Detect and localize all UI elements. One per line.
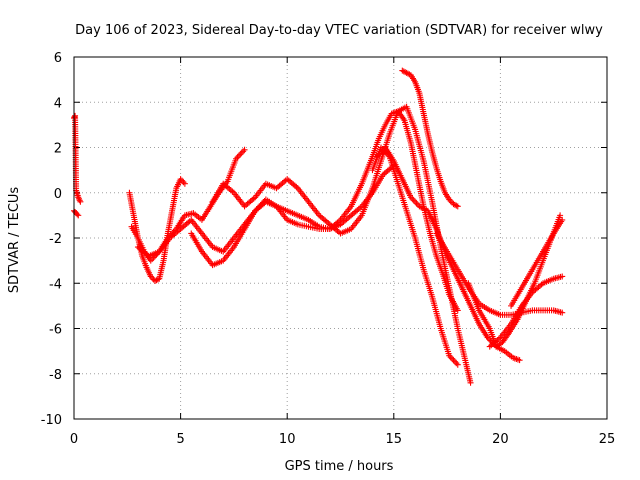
x-tick-labels: 0 5 10 15 20 25 bbox=[70, 432, 615, 447]
data-point bbox=[453, 202, 460, 209]
y-tick-label: -8 bbox=[49, 368, 62, 383]
x-tick-label: 5 bbox=[176, 432, 184, 447]
y-tick-label: 6 bbox=[54, 51, 62, 66]
data-point bbox=[241, 146, 248, 153]
data-point bbox=[240, 148, 247, 155]
data-point bbox=[180, 179, 187, 186]
data-point bbox=[410, 197, 417, 204]
axis-ticks bbox=[73, 56, 608, 420]
data-point bbox=[237, 151, 244, 158]
y-tick-label: -10 bbox=[41, 413, 62, 428]
series-track-12 bbox=[508, 216, 566, 309]
x-tick-label: 15 bbox=[386, 432, 403, 447]
data-point bbox=[449, 355, 456, 362]
series-track-7 bbox=[399, 67, 461, 210]
y-tick-label: -2 bbox=[49, 232, 62, 247]
data-point bbox=[559, 273, 566, 280]
data-point bbox=[454, 307, 461, 314]
data-point bbox=[75, 212, 82, 219]
data-point bbox=[235, 152, 242, 159]
plot-frame bbox=[73, 56, 608, 420]
data-point bbox=[453, 360, 460, 367]
series-track-early-b bbox=[71, 207, 82, 219]
series-track-early-a bbox=[71, 112, 84, 205]
data-point bbox=[413, 200, 420, 207]
data-point bbox=[559, 309, 566, 316]
y-tick-label: 2 bbox=[54, 142, 62, 157]
series-track-6 bbox=[369, 144, 461, 368]
data-point bbox=[467, 379, 474, 386]
chart-title: Day 106 of 2023, Sidereal Day-to-day VTE… bbox=[75, 23, 603, 38]
data-point bbox=[454, 361, 461, 368]
y-tick-label: 0 bbox=[54, 187, 62, 202]
y-tick-labels: -10 -8 -6 -4 -2 0 2 4 6 bbox=[41, 51, 62, 428]
x-tick-label: 25 bbox=[599, 432, 616, 447]
data-point bbox=[77, 198, 84, 205]
series-track-11 bbox=[486, 273, 566, 350]
series-track-4 bbox=[188, 108, 461, 314]
data-point bbox=[454, 203, 461, 210]
data-point bbox=[450, 357, 457, 364]
data-point bbox=[181, 180, 188, 187]
x-tick-label: 0 bbox=[70, 432, 78, 447]
data-point bbox=[516, 357, 523, 364]
grid bbox=[74, 57, 607, 419]
x-axis-label: GPS time / hours bbox=[285, 459, 394, 474]
x-tick-label: 10 bbox=[279, 432, 296, 447]
y-axis-label: SDTVAR / TECUs bbox=[7, 187, 22, 294]
data-point bbox=[451, 358, 458, 365]
y-tick-label: -6 bbox=[49, 323, 62, 338]
y-tick-label: 4 bbox=[54, 96, 62, 111]
data-point bbox=[238, 149, 245, 156]
series-track-5 bbox=[209, 103, 474, 386]
y-tick-label: -4 bbox=[49, 277, 62, 292]
x-tick-label: 20 bbox=[492, 432, 509, 447]
data-point bbox=[557, 212, 564, 219]
data-point bbox=[412, 198, 419, 205]
data-points bbox=[71, 67, 566, 386]
data-point bbox=[74, 211, 81, 218]
data-point bbox=[559, 216, 566, 223]
